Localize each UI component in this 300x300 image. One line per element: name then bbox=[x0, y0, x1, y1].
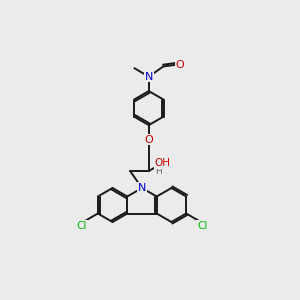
Text: O: O bbox=[144, 134, 153, 145]
Text: H: H bbox=[155, 167, 162, 176]
Text: N: N bbox=[138, 183, 146, 193]
Text: Cl: Cl bbox=[77, 220, 87, 231]
Text: N: N bbox=[145, 72, 153, 82]
Text: Cl: Cl bbox=[197, 220, 207, 231]
Text: OH: OH bbox=[155, 158, 171, 168]
Text: O: O bbox=[176, 60, 184, 70]
